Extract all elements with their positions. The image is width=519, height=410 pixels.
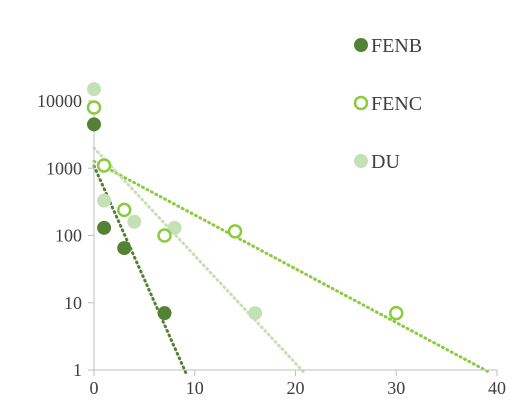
x-tick-label: 20 xyxy=(287,378,305,398)
y-tick-label: 10000 xyxy=(37,91,82,111)
trendline-du xyxy=(92,146,307,375)
data-point-fenc xyxy=(227,224,243,239)
legend-label-fenc: FENC xyxy=(371,93,422,115)
data-point-du xyxy=(167,220,182,235)
data-point-fenb xyxy=(87,117,101,132)
data-point-du xyxy=(87,82,101,97)
y-tick-label: 1000 xyxy=(46,158,82,178)
y-tick-label: 100 xyxy=(55,226,82,246)
data-points-layer xyxy=(86,82,404,321)
legend-marker-fenb xyxy=(354,38,368,52)
data-point-fenc xyxy=(157,228,172,243)
x-tick-label: 30 xyxy=(387,378,405,398)
data-point-fenb xyxy=(97,220,112,235)
trendline-fenc xyxy=(92,159,492,375)
data-point-fenc xyxy=(96,158,112,173)
data-point-fenc xyxy=(116,202,132,218)
data-point-du xyxy=(248,306,263,321)
y-tick-label: 1 xyxy=(73,360,82,380)
legend-label-du: DU xyxy=(371,151,400,173)
x-tick-label: 40 xyxy=(488,378,506,398)
x-tick-label: 0 xyxy=(90,378,99,398)
legend-marker-du xyxy=(354,154,368,168)
legend: FENB FENC DU xyxy=(353,35,422,173)
legend-label-fenb: FENB xyxy=(371,35,422,57)
axes: 1 10 100 1000 10000 0 10 20 30 40 xyxy=(37,91,506,398)
data-point-du xyxy=(127,214,142,229)
y-tick-label: 10 xyxy=(64,293,82,313)
x-tick-label: 10 xyxy=(186,378,204,398)
data-point-fenb xyxy=(157,306,172,321)
data-point-fenb xyxy=(117,241,132,256)
data-point-fenc xyxy=(389,305,404,321)
trendline-layer xyxy=(92,146,492,375)
data-point-fenc xyxy=(86,100,102,115)
legend-marker-fenc xyxy=(353,95,369,111)
data-point-du xyxy=(97,193,112,208)
